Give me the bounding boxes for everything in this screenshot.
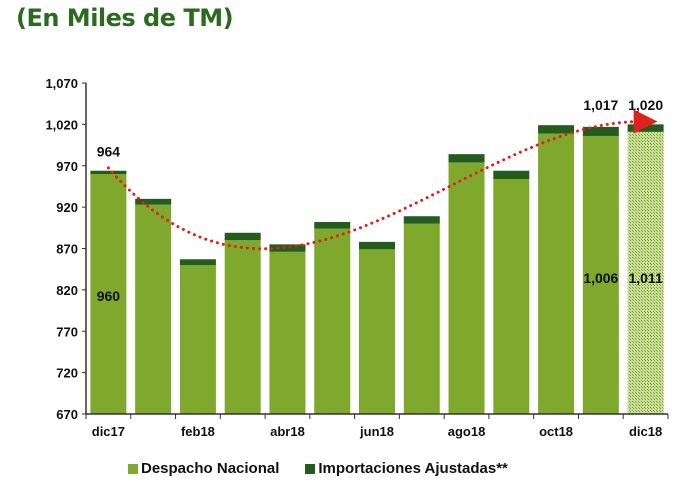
x-tick-label: oct18 <box>539 424 573 439</box>
y-tick-label: 770 <box>56 324 78 339</box>
y-tick-label: 720 <box>56 366 78 381</box>
y-tick-label: 920 <box>56 200 78 215</box>
legend-label-despacho: Despacho Nacional <box>141 460 280 477</box>
bar-despacho-mar18 <box>224 240 261 414</box>
y-tick-label: 670 <box>56 407 78 422</box>
bar-importaciones-sep18 <box>493 170 530 179</box>
data-label: 1,011 <box>628 270 662 286</box>
y-tick-label: 1,070 <box>45 76 78 91</box>
bar-importaciones-feb18 <box>179 259 216 266</box>
bar-despacho-dic18 <box>627 131 664 414</box>
legend-label-importaciones: Importaciones Ajustadas** <box>318 460 508 477</box>
bar-despacho-feb18 <box>179 265 216 414</box>
y-tick-label: 820 <box>56 283 78 298</box>
bar-importaciones-jul18 <box>403 216 440 224</box>
y-tick-label: 1,020 <box>45 117 78 132</box>
x-tick-label: feb18 <box>181 424 215 439</box>
bar-despacho-may18 <box>314 228 351 414</box>
data-label: 1,006 <box>583 270 618 286</box>
bar-despacho-ago18 <box>448 162 485 414</box>
bar-despacho-jun18 <box>359 249 395 414</box>
data-label: 1,020 <box>628 97 663 113</box>
bar-importaciones-dic17 <box>90 170 127 175</box>
bar-despacho-dic17 <box>90 174 127 414</box>
legend-item-despacho: Despacho Nacional <box>128 460 279 477</box>
bar-importaciones-dic18 <box>627 124 664 132</box>
bar-importaciones-ago18 <box>448 154 485 163</box>
bar-despacho-sep18 <box>493 178 530 414</box>
legend-item-importaciones: Importaciones Ajustadas** <box>305 460 508 477</box>
bar-importaciones-abr18 <box>269 244 306 252</box>
x-tick-label: dic18 <box>629 424 662 439</box>
bar-despacho-oct18 <box>538 133 575 415</box>
data-label: 960 <box>97 288 121 304</box>
bar-importaciones-jun18 <box>359 241 395 250</box>
y-tick-label: 970 <box>56 159 78 174</box>
data-label: 964 <box>97 144 121 160</box>
y-tick-label: 870 <box>56 242 78 257</box>
trendline <box>106 109 658 251</box>
bar-importaciones-oct18 <box>538 125 575 134</box>
bar-importaciones-mar18 <box>224 232 261 241</box>
bar-despacho-ene18 <box>135 204 172 414</box>
bar-despacho-jul18 <box>403 223 440 414</box>
bar-importaciones-ene18 <box>135 198 172 205</box>
legend-swatch-despacho <box>128 463 138 474</box>
bar-despacho-abr18 <box>269 251 306 414</box>
legend: Despacho Nacional Importaciones Ajustada… <box>128 460 508 477</box>
x-tick-label: jun18 <box>359 424 394 439</box>
bar-despacho-nov18 <box>582 135 619 414</box>
x-tick-label: dic17 <box>92 424 125 439</box>
data-label: 1,017 <box>583 97 618 113</box>
bar-importaciones-may18 <box>314 222 351 229</box>
chart-title: (En Miles de TM) <box>16 4 234 32</box>
x-tick-label: ago18 <box>448 424 486 439</box>
x-tick-label: abr18 <box>270 424 305 439</box>
bar-importaciones-nov18 <box>582 126 619 136</box>
legend-swatch-importaciones <box>305 463 316 474</box>
